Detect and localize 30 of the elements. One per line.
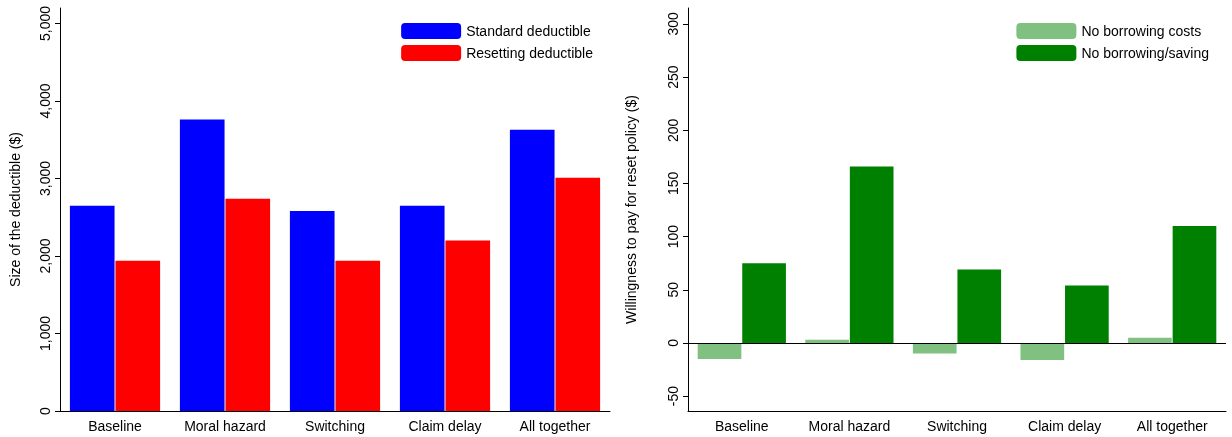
y-axis-title: Willingness to pay for reset policy ($)	[623, 95, 639, 324]
x-tick-label: Switching	[305, 418, 365, 434]
x-tick-label: Moral hazard	[808, 418, 891, 434]
y-tick-label: 1,000	[37, 315, 53, 352]
legend-label: No borrowing costs	[1081, 23, 1202, 39]
x-tick-label: Claim delay	[1028, 418, 1102, 434]
y-tick-label: -50	[665, 385, 681, 407]
y-tick-label: 150	[665, 171, 681, 196]
x-tick-label: All together	[519, 418, 591, 434]
legend-label: Resetting deductible	[466, 45, 594, 61]
y-tick-label: 250	[665, 65, 681, 89]
y-tick-label: 0	[37, 406, 53, 415]
x-tick-label: Baseline	[88, 418, 143, 434]
y-tick-label: 5,000	[37, 5, 53, 42]
y-tick-label: 100	[665, 224, 681, 249]
x-tick-label: Moral hazard	[184, 418, 266, 434]
legend-label: Standard deductible	[466, 23, 591, 39]
y-tick-label: 3,000	[37, 160, 53, 197]
y-tick-label: 300	[665, 12, 681, 36]
x-tick-label: Claim delay	[408, 418, 482, 434]
y-tick-label: 50	[665, 281, 681, 298]
x-tick-label: All together	[1136, 418, 1208, 434]
y-tick-label: 2,000	[37, 238, 53, 274]
legend-label: No borrowing/saving	[1081, 45, 1209, 61]
x-tick-label: Switching	[927, 418, 987, 434]
x-tick-label: Baseline	[714, 418, 769, 434]
y-axis-title: Size of the deductible ($)	[7, 132, 23, 287]
y-tick-label: 200	[665, 118, 681, 142]
y-tick-label: 4,000	[37, 83, 53, 119]
y-tick-label: 0	[665, 338, 681, 347]
